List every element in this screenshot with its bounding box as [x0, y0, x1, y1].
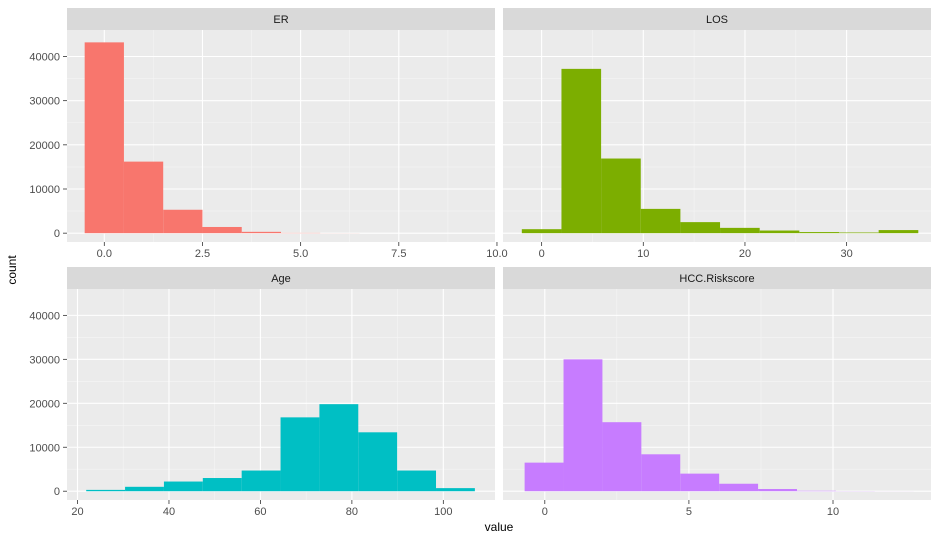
histogram-bar	[561, 68, 602, 234]
y-tick-label: 20000	[29, 140, 60, 152]
histogram-bar	[86, 489, 126, 492]
histogram-bar	[436, 488, 475, 492]
histogram-bar	[163, 209, 203, 234]
x-tick-label: 5	[686, 506, 692, 518]
panel-strip	[503, 8, 931, 30]
x-tick-label: 60	[254, 506, 266, 518]
histogram-bar	[202, 226, 242, 234]
x-tick-label: 7.5	[391, 248, 406, 260]
x-tick-label: 80	[346, 506, 358, 518]
histogram-bar	[123, 161, 164, 234]
histogram-bar	[758, 489, 797, 492]
x-tick-label: 0.0	[97, 248, 112, 260]
y-tick-label: 30000	[29, 354, 60, 366]
histogram-bar	[878, 230, 919, 234]
histogram-bar	[163, 481, 203, 492]
histogram-bar	[241, 470, 281, 492]
histogram-bar	[719, 483, 759, 492]
x-tick-label: 20	[71, 506, 83, 518]
x-tick-label: 0	[539, 248, 545, 260]
histogram-bar	[641, 454, 681, 492]
x-tick-label: 0	[542, 506, 548, 518]
panel-age: Age 20 40 60 80 100 0 10000 20000 30000 40000	[29, 267, 495, 518]
panel-hcc-riskscore: HCC.Riskscore 0 5 10	[503, 267, 931, 518]
panel-strip	[67, 267, 495, 289]
x-tick-label: 10	[827, 506, 839, 518]
histogram-bar	[125, 486, 164, 492]
y-tick-label: 40000	[29, 52, 60, 64]
panel-er: ER 0.0 2.5 5.0 7.5 10.0 0 10000 20000 30000 40000	[29, 8, 508, 260]
x-tick-label: 10.0	[486, 248, 507, 260]
histogram-bar	[521, 229, 562, 234]
histogram-bar	[563, 359, 603, 492]
panel-strip-label: HCC.Riskscore	[679, 273, 754, 285]
histogram-bar	[680, 222, 721, 234]
histogram-bar	[397, 470, 437, 492]
histogram-bar	[84, 42, 124, 234]
histogram-bar	[202, 478, 242, 492]
histogram-bar	[680, 473, 720, 492]
histogram-bar	[601, 158, 641, 234]
y-tick-label: 20000	[29, 398, 60, 410]
histogram-bar	[524, 462, 564, 492]
histogram-bar	[799, 232, 839, 234]
histogram-bar	[602, 422, 642, 492]
y-tick-label: 30000	[29, 96, 60, 108]
x-tick-label: 40	[163, 506, 175, 518]
y-tick-label: 0	[54, 486, 60, 498]
x-tick-label: 2.5	[195, 248, 210, 260]
y-tick-label: 0	[54, 228, 60, 240]
panel-strip-label: ER	[273, 14, 288, 26]
y-axis-title: count	[5, 255, 19, 285]
y-tick-label: 40000	[29, 310, 60, 322]
panel-strip	[67, 8, 495, 30]
histogram-bar	[241, 231, 281, 234]
histogram-bar	[358, 432, 398, 492]
y-tick-label: 10000	[29, 442, 60, 454]
x-tick-label: 20	[739, 248, 751, 260]
facet-panels: ER0.0 2.5 5.0 7.5 10.0010000200003000040000L…	[29, 8, 931, 518]
panel-los: LOS 0 10 20 30	[503, 8, 931, 260]
x-axis-title: value	[485, 520, 514, 534]
histogram-bar	[280, 417, 320, 492]
y-tick-label: 10000	[29, 184, 60, 196]
x-tick-label: 100	[434, 506, 452, 518]
histogram-bar	[720, 227, 760, 234]
x-tick-label: 30	[840, 248, 852, 260]
histogram-bar	[319, 404, 359, 492]
panel-strip-label: Age	[271, 273, 291, 285]
panel-strip	[503, 267, 931, 289]
histogram-bar	[640, 208, 681, 234]
histogram-bar	[759, 230, 800, 234]
panel-strip-label: LOS	[706, 14, 728, 26]
x-tick-label: 5.0	[293, 248, 308, 260]
histogram-bar	[838, 232, 879, 234]
x-tick-label: 10	[637, 248, 649, 260]
